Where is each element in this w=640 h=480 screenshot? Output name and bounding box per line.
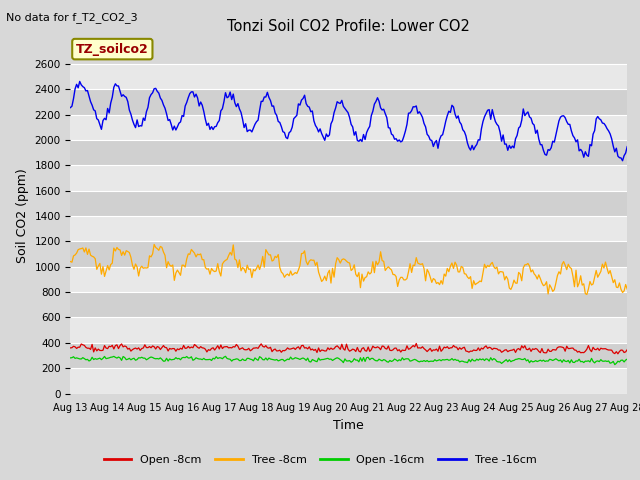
Y-axis label: Soil CO2 (ppm): Soil CO2 (ppm) (16, 168, 29, 264)
Bar (70, 64, 627, 89)
Text: TZ_soilco2: TZ_soilco2 (76, 43, 148, 56)
Legend: Open -8cm, Tree -8cm, Open -16cm, Tree -16cm: Open -8cm, Tree -8cm, Open -16cm, Tree -… (99, 451, 541, 469)
Bar (70, 267, 627, 292)
Bar (70, 343, 627, 368)
Bar (70, 115, 627, 140)
Bar (70, 191, 627, 216)
Bar (70, 89, 627, 115)
Bar (70, 165, 627, 191)
Bar (70, 216, 627, 241)
Bar (70, 140, 627, 165)
Text: No data for f_T2_CO2_3: No data for f_T2_CO2_3 (6, 12, 138, 23)
Bar (70, 317, 627, 343)
Bar (70, 368, 627, 394)
X-axis label: Time: Time (333, 419, 364, 432)
Bar (70, 292, 627, 317)
Title: Tonzi Soil CO2 Profile: Lower CO2: Tonzi Soil CO2 Profile: Lower CO2 (227, 20, 470, 35)
Bar (70, 241, 627, 267)
